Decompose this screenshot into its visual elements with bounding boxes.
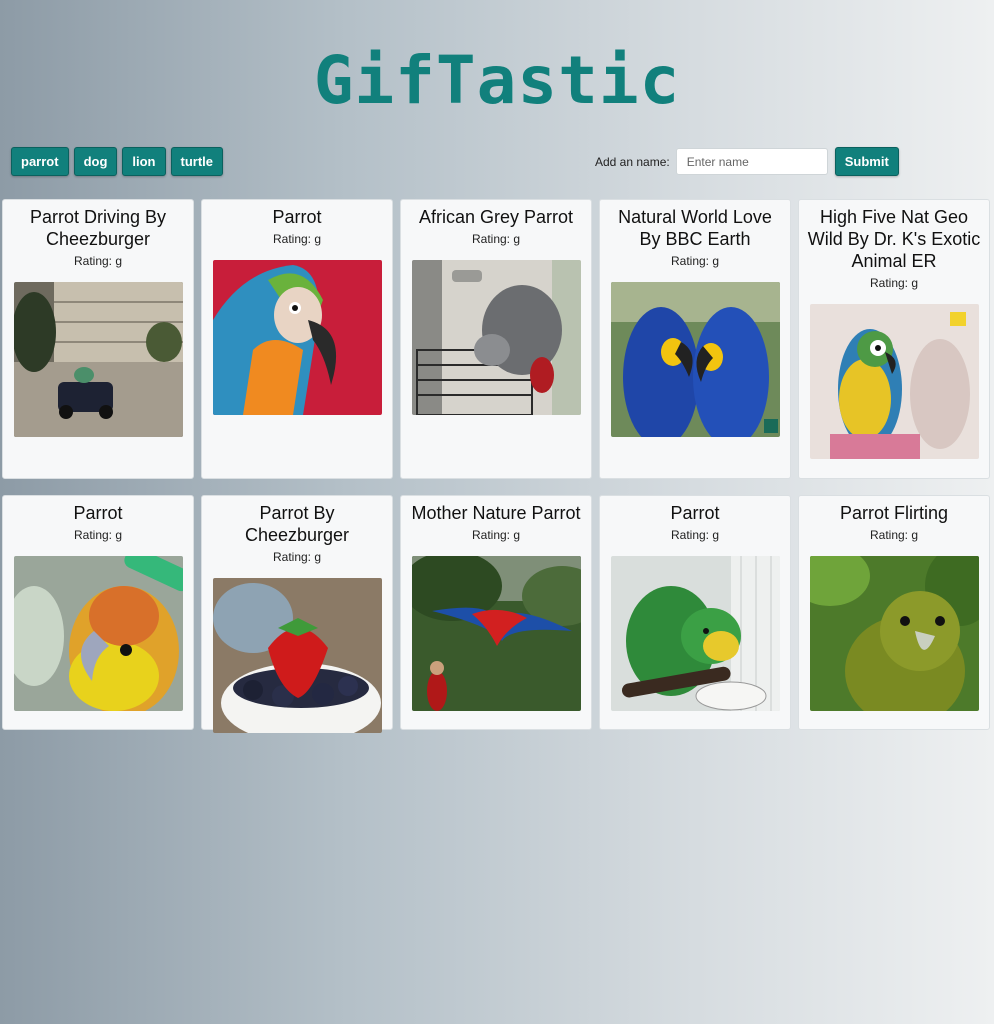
gif-image[interactable]: [809, 556, 979, 711]
gif-image[interactable]: [212, 578, 382, 733]
gif-image[interactable]: [411, 556, 581, 711]
gif-image[interactable]: [610, 282, 780, 437]
gif-image[interactable]: [13, 556, 183, 711]
gif-title: African Grey Parrot: [418, 207, 574, 227]
gif-image[interactable]: [13, 282, 183, 437]
topic-button-dog[interactable]: dog: [73, 147, 118, 176]
gif-rating: Rating: g: [73, 528, 123, 542]
gif-card: African Grey Parrot Rating: g: [400, 199, 592, 479]
gif-image[interactable]: [610, 556, 780, 711]
gif-rating: Rating: g: [869, 528, 919, 542]
gif-card: Natural World Love By BBC Earth Rating: …: [599, 199, 791, 479]
name-input[interactable]: [675, 148, 828, 175]
add-name-label: Add an name:: [595, 154, 670, 169]
topic-button-turtle[interactable]: turtle: [170, 147, 223, 176]
gif-rating: Rating: g: [471, 528, 521, 542]
gif-rating: Rating: g: [869, 276, 919, 290]
gif-title: Natural World Love By BBC Earth: [618, 207, 772, 249]
gif-title: Parrot By Cheezburger: [244, 503, 350, 545]
topic-buttons: parrot dog lion turtle: [11, 147, 223, 176]
gif-title: High Five Nat Geo Wild By Dr. K's Exotic…: [807, 207, 981, 271]
gif-title: Parrot Flirting: [839, 503, 949, 523]
gif-card: Parrot Driving By Cheezburger Rating: g: [2, 199, 194, 479]
topic-button-lion[interactable]: lion: [122, 147, 166, 176]
gif-title: Parrot: [670, 503, 720, 523]
gif-card: Parrot Rating: g: [599, 495, 791, 730]
submit-button[interactable]: Submit: [834, 147, 899, 176]
gif-rating: Rating: g: [272, 550, 322, 564]
gif-image[interactable]: [212, 260, 382, 415]
app-title: GifTastic: [313, 42, 681, 119]
add-topic-form: Add an name: Submit: [595, 147, 899, 176]
gif-card: Parrot Rating: g: [201, 199, 393, 479]
gif-card: Parrot By Cheezburger Rating: g: [201, 495, 393, 733]
gif-rating: Rating: g: [471, 232, 521, 246]
gif-card: Parrot Rating: g: [2, 495, 194, 730]
gif-rating: Rating: g: [670, 528, 720, 542]
gif-card: High Five Nat Geo Wild By Dr. K's Exotic…: [798, 199, 990, 479]
topic-button-parrot[interactable]: parrot: [11, 147, 69, 176]
gif-title: Mother Nature Parrot: [411, 503, 581, 523]
gif-card: Parrot Flirting Rating: g: [798, 495, 990, 730]
gif-rating: Rating: g: [670, 254, 720, 268]
gif-rating: Rating: g: [73, 254, 123, 268]
gif-image[interactable]: [809, 304, 979, 459]
gif-card: Mother Nature Parrot Rating: g: [400, 495, 592, 730]
gif-image[interactable]: [411, 260, 581, 415]
gif-rating: Rating: g: [272, 232, 322, 246]
gif-title: Parrot: [73, 503, 123, 523]
gif-title: Parrot: [272, 207, 322, 227]
gif-title: Parrot Driving By Cheezburger: [29, 207, 167, 249]
